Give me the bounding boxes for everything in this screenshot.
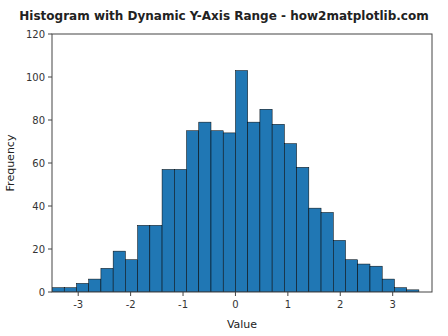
bar bbox=[272, 124, 284, 292]
x-tick-label: 1 bbox=[285, 299, 291, 310]
x-tick bbox=[235, 292, 236, 296]
bar bbox=[260, 109, 272, 292]
y-tick bbox=[48, 77, 52, 78]
x-tick-label: -3 bbox=[73, 299, 83, 310]
bar bbox=[333, 240, 345, 292]
x-tick-label: -2 bbox=[126, 299, 136, 310]
y-tick-label: 60 bbox=[32, 158, 45, 169]
bar bbox=[162, 169, 174, 292]
title: Histogram with Dynamic Y-Axis Range - ho… bbox=[19, 9, 428, 23]
bar bbox=[187, 131, 199, 292]
y-tick bbox=[48, 120, 52, 121]
bar bbox=[370, 266, 382, 292]
y-tick-label: 120 bbox=[26, 29, 45, 40]
bar bbox=[125, 260, 137, 292]
bar bbox=[52, 288, 64, 292]
y-axis-label: Frequency bbox=[4, 134, 17, 191]
bar bbox=[309, 208, 321, 292]
bar bbox=[235, 71, 247, 292]
bar bbox=[321, 212, 333, 292]
bar bbox=[346, 260, 358, 292]
bar bbox=[382, 279, 394, 292]
y-axis: 0 20 40 60 80 100 120 bbox=[26, 29, 52, 298]
x-tick bbox=[78, 292, 79, 296]
bar bbox=[284, 144, 296, 292]
bar bbox=[150, 225, 162, 292]
y-tick-label: 80 bbox=[32, 115, 45, 126]
y-tick-label: 0 bbox=[39, 287, 45, 298]
bar bbox=[297, 167, 309, 292]
bar bbox=[76, 283, 88, 292]
bars bbox=[52, 71, 419, 292]
x-axis-label: Value bbox=[227, 318, 257, 331]
y-tick bbox=[48, 206, 52, 207]
y-tick bbox=[48, 34, 52, 35]
bar bbox=[394, 288, 406, 292]
bar bbox=[358, 264, 370, 292]
y-tick-label: 20 bbox=[32, 244, 45, 255]
chart: -3 -2 -1 0 1 2 3 0 20 40 60 80 100 120 Value Frequency H… bbox=[0, 0, 448, 336]
bar bbox=[248, 122, 260, 292]
x-tick-label: -1 bbox=[178, 299, 188, 310]
x-tick bbox=[340, 292, 341, 296]
x-tick-label: 2 bbox=[337, 299, 343, 310]
bar bbox=[199, 122, 211, 292]
x-tick bbox=[183, 292, 184, 296]
y-tick-label: 40 bbox=[32, 201, 45, 212]
page: {"chart_data": {"type": "histogram", "ti… bbox=[0, 0, 448, 336]
x-tick bbox=[287, 292, 288, 296]
y-tick-label: 100 bbox=[26, 72, 45, 83]
x-tick bbox=[392, 292, 393, 296]
y-tick bbox=[48, 249, 52, 250]
plot-frame bbox=[52, 34, 432, 292]
x-tick-label: 3 bbox=[390, 299, 396, 310]
x-tick-label: 0 bbox=[232, 299, 238, 310]
bar bbox=[138, 225, 150, 292]
bar bbox=[211, 131, 223, 292]
y-tick bbox=[48, 163, 52, 164]
bar bbox=[223, 133, 235, 292]
bar bbox=[64, 288, 76, 292]
bar bbox=[113, 251, 125, 292]
bar bbox=[174, 169, 186, 292]
x-axis: -3 -2 -1 0 1 2 3 bbox=[73, 292, 396, 310]
bar bbox=[101, 268, 113, 292]
bar bbox=[89, 279, 101, 292]
y-tick bbox=[48, 292, 52, 293]
x-tick bbox=[130, 292, 131, 296]
